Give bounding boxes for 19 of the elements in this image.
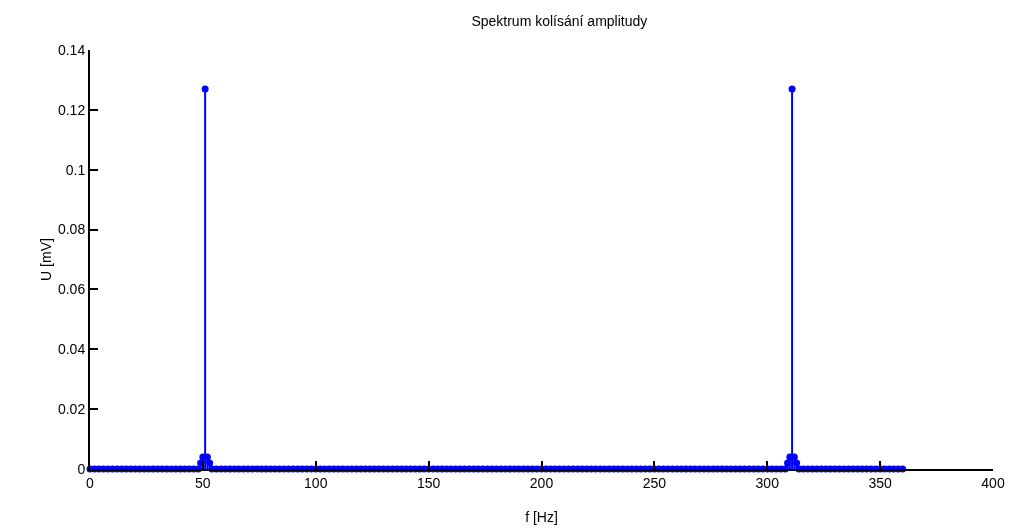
y-tick-label: 0 [77, 460, 86, 477]
x-tick-label: 200 [529, 474, 554, 491]
y-axis-title: U [mV] [38, 238, 54, 281]
y-tick-label: 0.02 [57, 401, 86, 418]
y-tick-label: 0.12 [57, 101, 86, 118]
x-tick-label: 350 [868, 474, 893, 491]
x-tick-label: 100 [304, 474, 328, 491]
x-tick-label: 300 [755, 474, 780, 491]
y-tick-label: 0.06 [57, 281, 86, 298]
x-tick-label: 50 [195, 474, 211, 491]
x-tick-label: 250 [642, 474, 667, 491]
x-tick-label: 150 [416, 474, 441, 491]
chart-title: Spektrum kolísání amplitudy [471, 12, 648, 29]
y-tick-label: 0.1 [65, 161, 86, 178]
y-tick-label: 0.08 [57, 221, 86, 238]
y-tick-label: 0.04 [57, 341, 86, 358]
y-tick-label: 0.14 [57, 41, 86, 58]
x-axis-title: f [Hz] [525, 509, 558, 525]
x-tick-label: 400 [981, 474, 1005, 491]
